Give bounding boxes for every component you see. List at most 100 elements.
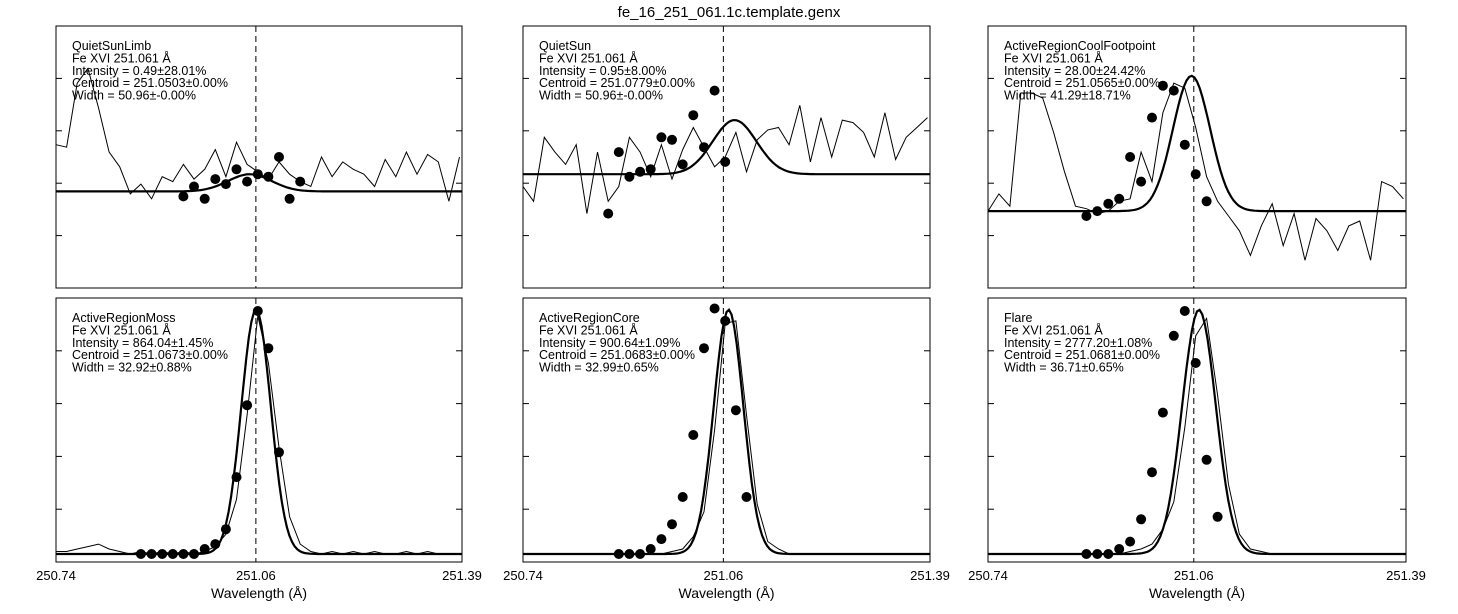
fit-centroid: Centroid = 251.0779±0.00% — [539, 76, 695, 90]
data-point — [667, 519, 677, 530]
data-point — [1201, 454, 1212, 465]
data-point — [220, 524, 231, 535]
data-point — [157, 549, 168, 559]
fit-width: Width = 41.29±18.71% — [1004, 89, 1131, 103]
plot-frame — [55, 297, 463, 563]
data-point — [613, 549, 624, 559]
gaussian-fit-line — [988, 74, 1406, 213]
x-axis-label: Wavelength (Å) — [679, 585, 775, 601]
data-point — [284, 193, 295, 204]
data-point — [720, 156, 731, 167]
data-point — [252, 169, 263, 180]
x-axis-label: Wavelength (Å) — [211, 585, 307, 601]
fit-centroid: Centroid = 251.0503±0.00% — [72, 76, 228, 90]
data-point — [1147, 112, 1157, 123]
data-point — [189, 549, 199, 559]
fit-centroid: Centroid = 251.0683±0.00% — [539, 348, 695, 362]
data-point — [1147, 467, 1157, 478]
data-point — [231, 164, 242, 175]
gaussian-fit-line — [988, 308, 1406, 556]
data-point — [1103, 198, 1114, 209]
data-point — [1157, 407, 1168, 418]
data-point — [699, 343, 709, 354]
data-point — [709, 303, 720, 314]
data-point — [624, 171, 635, 182]
data-point — [677, 492, 688, 502]
fit-intensity: Intensity = 0.49±28.01% — [72, 64, 206, 78]
fit-centroid: Centroid = 251.0673±0.00% — [72, 348, 228, 362]
data-point — [1136, 514, 1147, 525]
data-point — [645, 164, 656, 175]
fit-centroid: Centroid = 251.0681±0.00% — [1004, 348, 1160, 362]
observed-spectrum-line — [987, 82, 1404, 261]
line-label: Fe XVI 251.061 Å — [1004, 322, 1103, 337]
fit-intensity: Intensity = 28.00±24.42% — [1004, 64, 1145, 78]
data-point — [667, 134, 677, 145]
fit-width: Width = 50.96±-0.00% — [72, 89, 196, 103]
data-point — [645, 544, 656, 554]
data-point — [720, 315, 731, 326]
panel-name: QuietSun — [539, 39, 591, 53]
data-point — [295, 176, 306, 187]
data-point — [656, 132, 667, 143]
fit-width: Width = 32.99±0.65% — [539, 361, 659, 375]
panel-name: ActiveRegionCoolFootpoint — [1004, 39, 1156, 53]
data-point — [1179, 306, 1190, 316]
fit-width: Width = 36.71±0.65% — [1004, 361, 1124, 375]
gaussian-fit-line — [523, 308, 930, 556]
data-point — [263, 343, 274, 354]
plot-frame — [522, 25, 931, 289]
data-point — [1201, 196, 1212, 207]
data-point — [1081, 211, 1092, 221]
data-point — [699, 142, 709, 153]
x-tick-label: 250.74 — [968, 568, 1008, 583]
data-point — [613, 147, 624, 158]
data-point — [1168, 85, 1179, 96]
data-point — [1125, 152, 1136, 162]
plot-frame — [522, 297, 931, 563]
data-point — [1103, 549, 1114, 559]
line-label: Fe XVI 251.061 Å — [72, 322, 171, 337]
data-point — [1125, 536, 1136, 547]
data-point — [263, 171, 274, 182]
data-point — [1212, 511, 1223, 522]
data-point — [1081, 549, 1092, 559]
line-label: Fe XVI 251.061 Å — [72, 50, 171, 65]
fit-width: Width = 50.96±-0.00% — [539, 89, 663, 103]
data-point — [1114, 544, 1125, 554]
x-tick-label: 251.39 — [1386, 568, 1426, 583]
data-point — [730, 405, 741, 416]
data-point — [688, 110, 699, 121]
data-point — [242, 176, 253, 187]
gaussian-fit-line — [523, 118, 930, 176]
data-point — [1179, 139, 1190, 150]
data-point — [1092, 549, 1103, 559]
fit-width: Width = 32.92±0.88% — [72, 361, 192, 375]
data-point — [1190, 358, 1201, 368]
data-point — [603, 208, 614, 219]
x-tick-label: 250.74 — [503, 568, 543, 583]
data-point — [242, 400, 253, 411]
data-point — [274, 152, 284, 162]
x-axis-label: Wavelength (Å) — [1149, 585, 1245, 601]
data-point — [135, 549, 146, 559]
x-tick-label: 251.06 — [236, 568, 276, 583]
data-point — [1136, 176, 1147, 187]
data-point — [189, 181, 199, 192]
data-point — [624, 549, 635, 559]
fit-intensity: Intensity = 864.04±1.45% — [72, 336, 213, 350]
line-label: Fe XVI 251.061 Å — [539, 322, 638, 337]
fit-centroid: Centroid = 251.0565±0.00% — [1004, 76, 1160, 90]
data-point — [656, 534, 667, 545]
data-point — [220, 179, 231, 190]
panel-name: QuietSunLimb — [72, 39, 151, 53]
data-point — [178, 549, 189, 559]
panel-name: Flare — [1004, 311, 1033, 325]
data-point — [1168, 330, 1179, 341]
data-point — [199, 193, 210, 204]
